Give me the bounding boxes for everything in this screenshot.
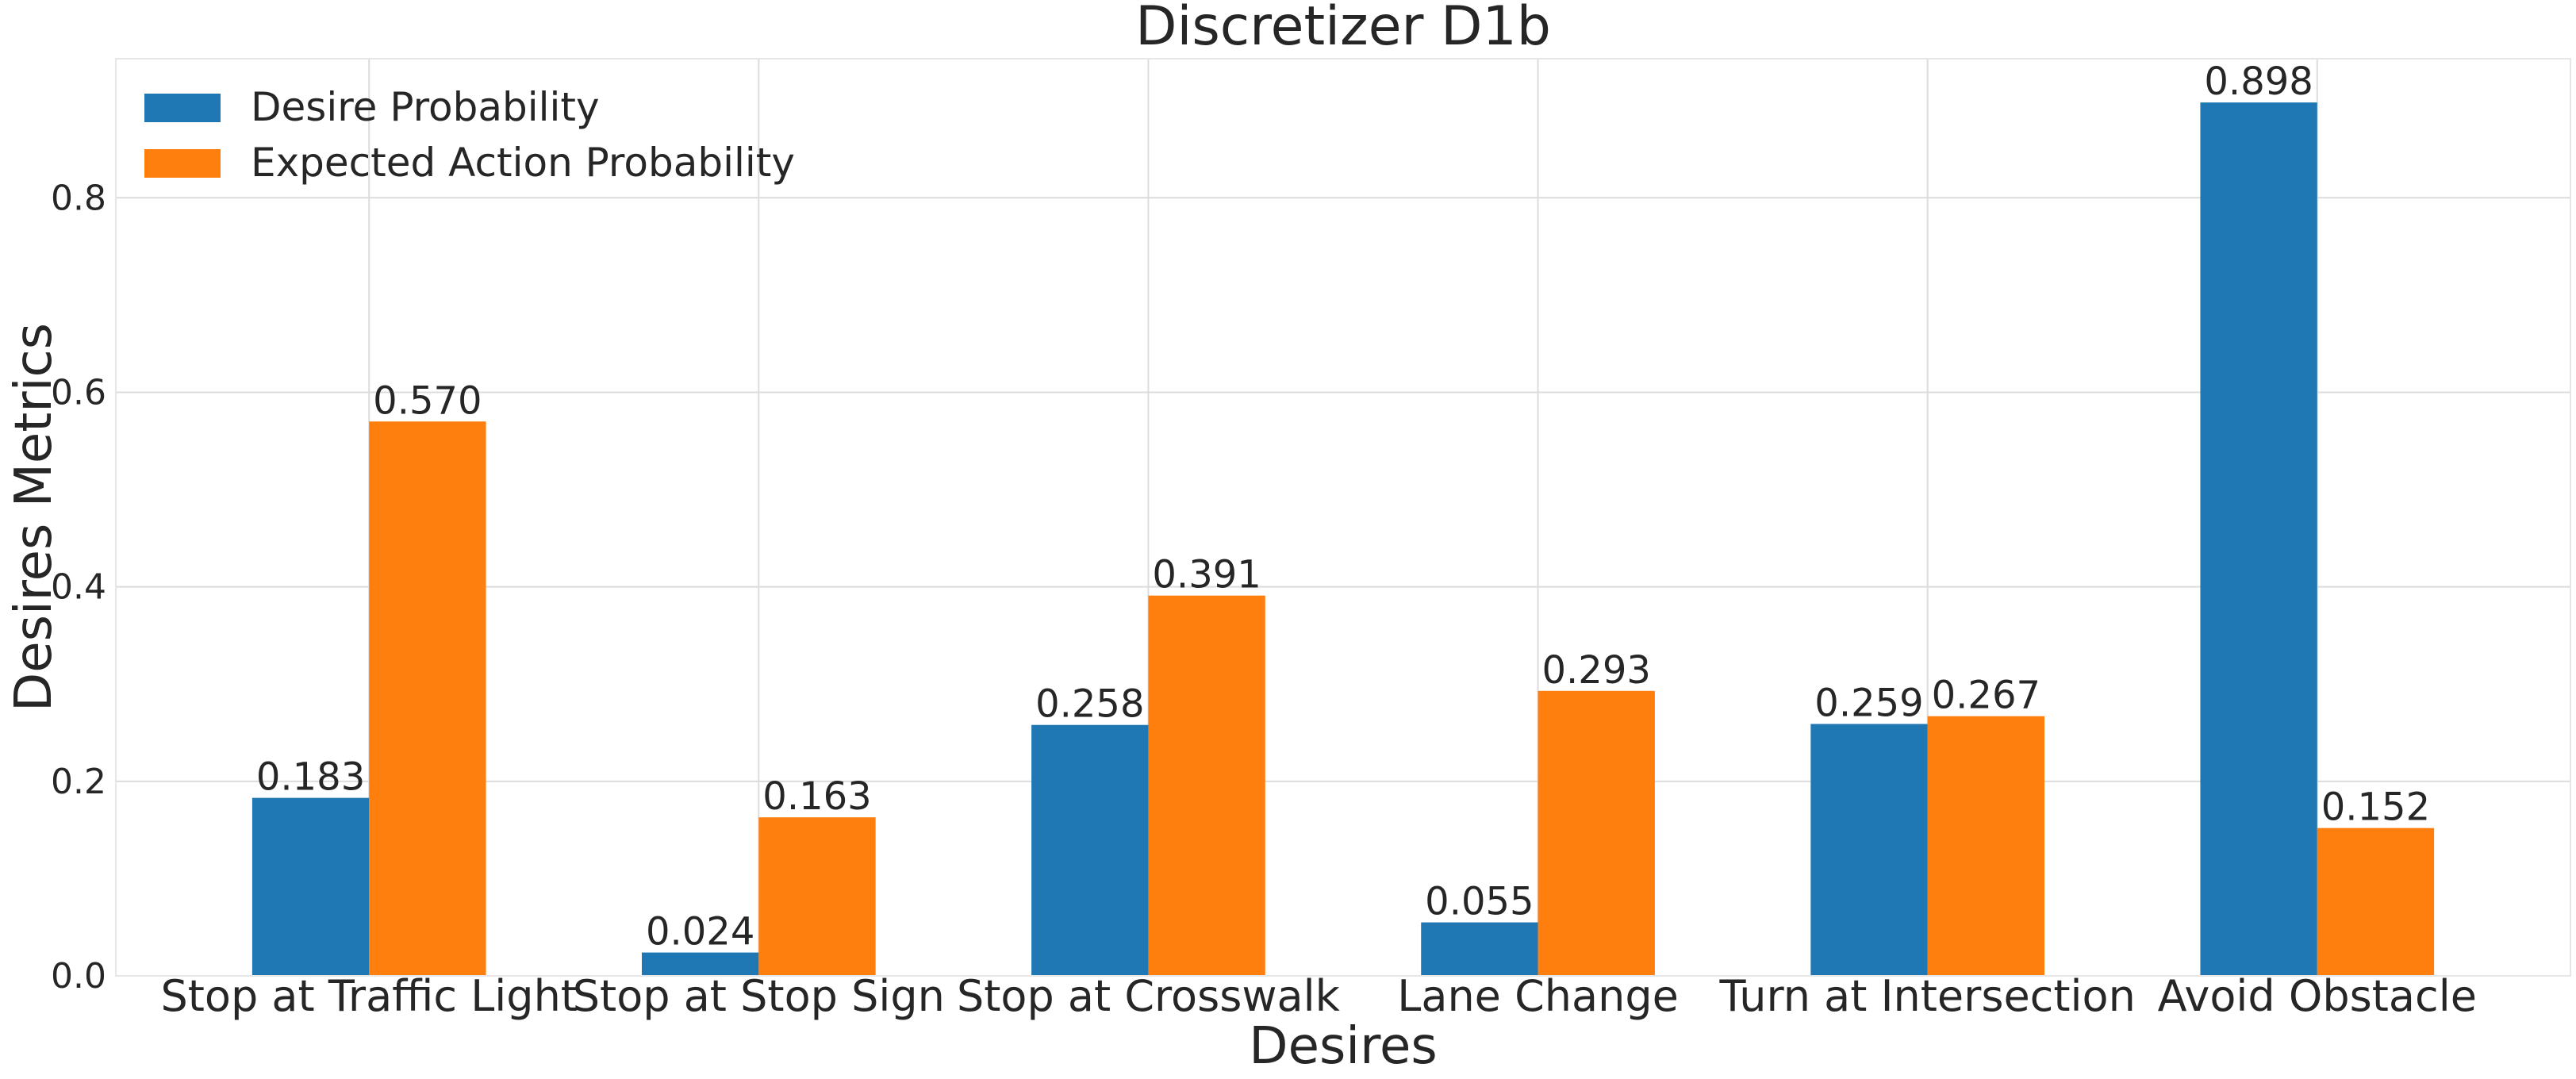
- x-tick-label-lane-change: Lane Change: [1397, 971, 1679, 1021]
- data-label: 0.258: [1035, 682, 1144, 727]
- bar-expected-action-probability-stop-at-traffic-light: [369, 421, 486, 976]
- bar-expected-action-probability-stop-at-stop-sign: [758, 817, 876, 976]
- chart-title: Discretizer D1b: [1135, 0, 1551, 58]
- data-label: 0.024: [646, 910, 754, 954]
- bar-desire-probability-stop-at-traffic-light: [251, 797, 370, 976]
- x-tick-label-stop-at-traffic-light: Stop at Traffic Light: [160, 971, 578, 1021]
- bar-expected-action-probability-avoid-obstacle: [2317, 827, 2435, 976]
- legend-swatch-desire-probability: [144, 94, 221, 122]
- y-tick-label: 0.0: [51, 956, 106, 996]
- data-label: 0.570: [373, 378, 482, 423]
- legend: Desire Probability Expected Action Proba…: [144, 84, 795, 186]
- x-tick-label-stop-at-stop-sign: Stop at Stop Sign: [573, 971, 945, 1021]
- data-label: 0.163: [762, 774, 871, 819]
- data-label: 0.055: [1425, 880, 1534, 924]
- legend-label-expected-action-probability: Expected Action Probability: [251, 140, 795, 186]
- legend-label-desire-probability: Desire Probability: [251, 84, 600, 130]
- x-tick-label-turn-at-intersection: Turn at Intersection: [1719, 971, 2136, 1021]
- x-tick-label-stop-at-crosswalk: Stop at Crosswalk: [957, 971, 1341, 1021]
- bar-desire-probability-lane-change: [1421, 922, 1538, 976]
- data-label: 0.267: [1932, 674, 2040, 718]
- bar-expected-action-probability-turn-at-intersection: [1927, 716, 2044, 976]
- bar-desire-probability-avoid-obstacle: [2200, 102, 2317, 977]
- bar-expected-action-probability-lane-change: [1538, 690, 1655, 976]
- x-tick-label-avoid-obstacle: Avoid Obstacle: [2158, 971, 2477, 1021]
- data-labels: 0.183 0.024 0.258 0.055 0.259 0.898 0.570 0.163…: [256, 60, 2430, 954]
- plot-frame: [115, 58, 2571, 977]
- legend-swatch-expected-action-probability: [144, 149, 221, 178]
- data-label: 0.898: [2204, 60, 2313, 104]
- x-axis-label: Desires: [1249, 1017, 1437, 1076]
- y-tick-label: 0.2: [51, 762, 106, 802]
- y-tick-label: 0.8: [51, 178, 106, 218]
- y-axis-ticks: 0.0 0.2 0.4 0.6 0.8: [51, 178, 106, 996]
- bar-desire-probability-turn-at-intersection: [1810, 724, 1928, 976]
- data-label: 0.259: [1814, 681, 1923, 725]
- data-label: 0.293: [1542, 648, 1651, 693]
- data-label: 0.183: [256, 755, 365, 800]
- bar-expected-action-probability-stop-at-crosswalk: [1148, 595, 1265, 976]
- y-axis-label: Desires Metrics: [5, 323, 63, 712]
- bar-desire-probability-stop-at-stop-sign: [642, 952, 759, 976]
- y-tick-label: 0.4: [51, 567, 106, 608]
- bar-desire-probability-stop-at-crosswalk: [1031, 724, 1149, 976]
- y-tick-label: 0.6: [51, 372, 106, 413]
- data-label: 0.152: [2321, 785, 2430, 830]
- bars: [251, 102, 2435, 977]
- data-label: 0.391: [1152, 553, 1261, 597]
